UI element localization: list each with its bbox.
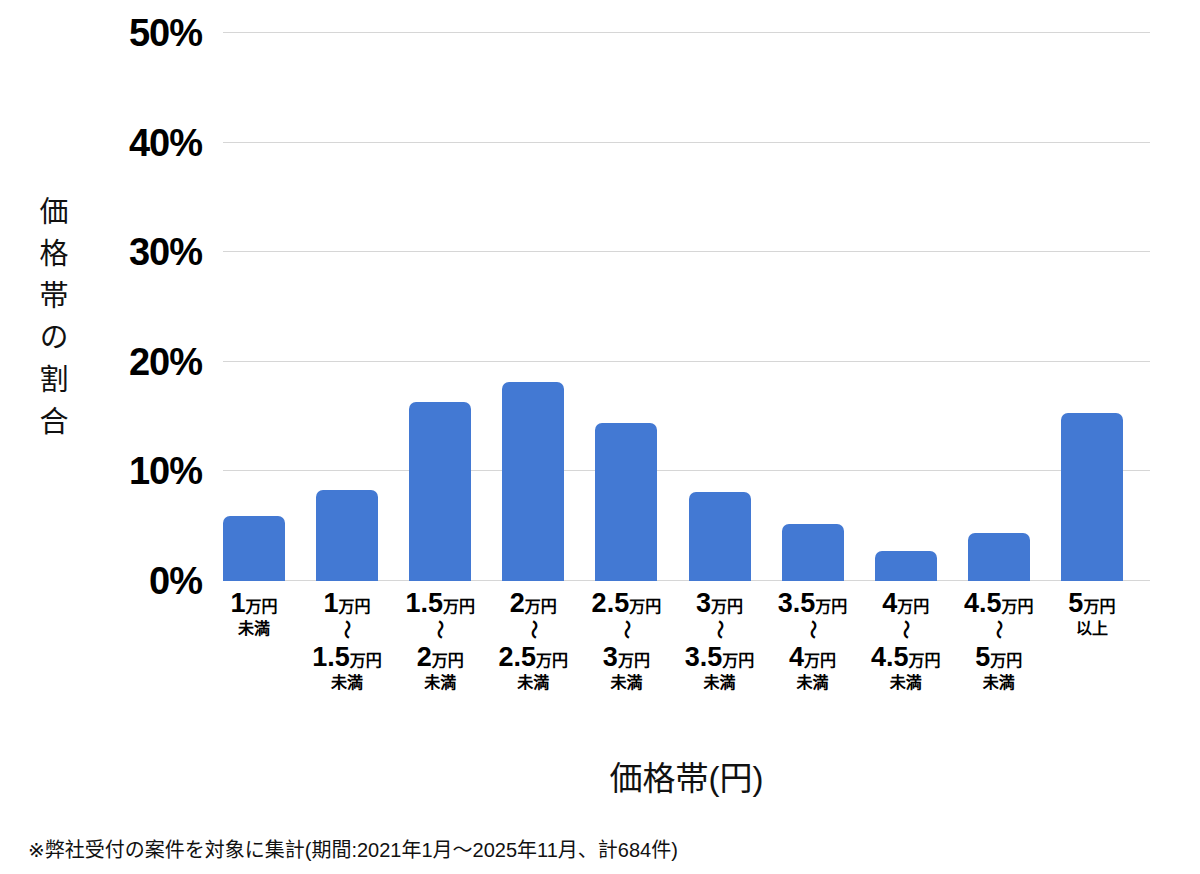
bar-4.5万円〜5万円未満: [968, 533, 1030, 581]
x-tick-label: 2.5万円〜3万円未満: [592, 589, 662, 693]
bar-1万円〜1.5万円未満: [316, 490, 378, 581]
y-tick-label: 30%: [78, 233, 202, 271]
x-tick-label: 1万円未満: [230, 589, 277, 639]
y-tick-label: 20%: [78, 343, 202, 381]
bar-5万円以上: [1061, 413, 1123, 581]
gridline: [223, 470, 1150, 471]
x-axis-labels: 1万円未満 1万円〜1.5万円未満 1.5万円〜2万円未満 2万円〜2.5万円未満 2.…: [223, 589, 1150, 719]
y-tick-label: 0%: [78, 562, 202, 600]
x-tick-label: 5万円以上: [1068, 589, 1115, 639]
x-tick-label: 3万円〜3.5万円未満: [685, 589, 755, 693]
bar-1万円未満: [223, 516, 285, 581]
y-tick-label: 50%: [78, 14, 202, 52]
x-tick-label: 3.5万円〜4万円未満: [778, 589, 848, 693]
footnote: ※弊社受付の案件を対象に集計(期間:2021年1月〜2025年11月、計684件…: [28, 834, 678, 863]
y-tick-label: 40%: [78, 124, 202, 162]
y-axis-title: 価格帯の割合: [30, 196, 72, 448]
bar-1.5万円〜2万円未満: [409, 402, 471, 581]
gridline: [223, 251, 1150, 252]
x-tick-label: 4万円〜4.5万円未満: [871, 589, 941, 693]
gridline: [223, 32, 1150, 33]
x-tick-label: 1万円〜1.5万円未満: [312, 589, 382, 693]
gridline: [223, 142, 1150, 143]
bar-3万円〜3.5万円未満: [689, 492, 751, 581]
x-tick-label: 4.5万円〜5万円未満: [964, 589, 1034, 693]
bar-2.5万円〜3万円未満: [595, 423, 657, 581]
gridline: [223, 361, 1150, 362]
chart-canvas: 価格帯の割合 1万円未満 1万円〜1.5万円未満 1.5万円〜2万円未満 2万円〜2.…: [0, 0, 1200, 874]
x-axis-title: 価格帯(円): [223, 752, 1150, 800]
x-tick-label: 1.5万円〜2万円未満: [405, 589, 475, 693]
x-tick-label: 2万円〜2.5万円未満: [499, 589, 569, 693]
bar-4万円〜4.5万円未満: [875, 551, 937, 581]
y-tick-label: 10%: [78, 452, 202, 490]
bar-3.5万円〜4万円未満: [782, 524, 844, 581]
bar-2万円〜2.5万円未満: [502, 382, 564, 581]
plot-area: [223, 33, 1150, 581]
